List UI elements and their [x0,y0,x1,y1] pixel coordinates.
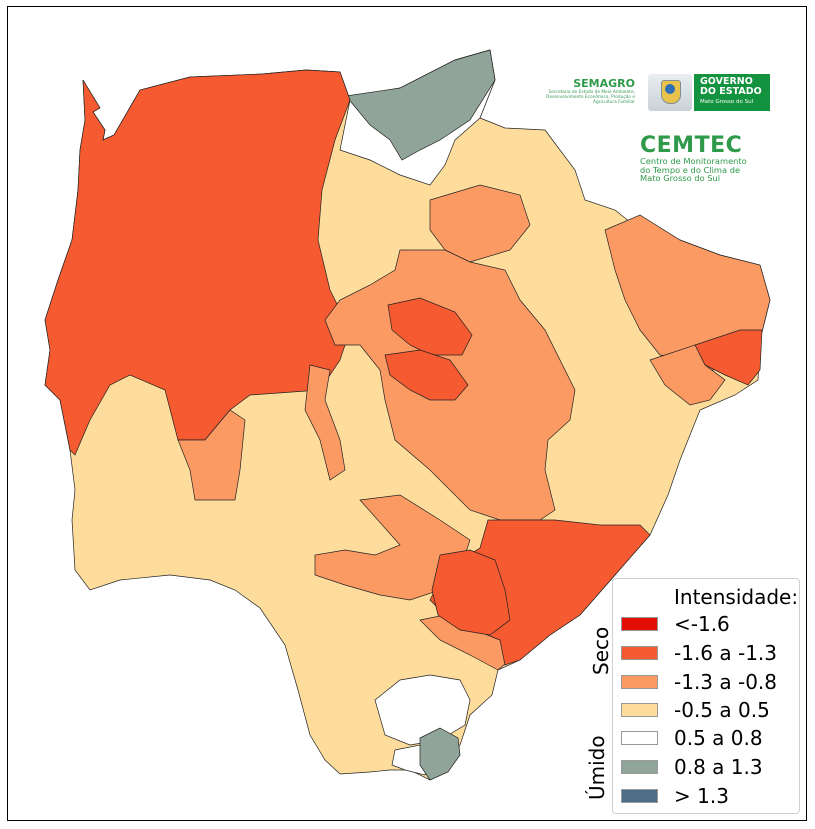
legend: Intensidade: <-1.6 -1.6 a -1.3 -1.3 a -0… [612,578,800,814]
legend-swatch [621,703,658,717]
cemtec-line3: Mato Grosso do Sul [640,173,721,183]
legend-swatch [621,646,658,660]
governo-logo: GOVERNO DO ESTADO Mato Grosso do Sul [648,74,770,111]
legend-label: 0.8 a 1.3 [674,755,763,779]
region-east-lightorange-2 [649,344,726,406]
crest-icon [648,74,692,111]
region-southeast-orange-inner [431,549,511,636]
legend-label: > 1.3 [674,784,729,808]
legend-swatch [621,789,658,803]
region-west-orange [44,69,351,456]
region-humid-north [345,49,496,161]
governo-line2: DO ESTADO [700,86,762,97]
cemtec-title: CEMTEC [640,133,743,158]
legend-label: <-1.6 [674,612,730,636]
legend-title: Intensidade: [674,585,799,609]
wet-label: Úmido [585,735,609,800]
legend-swatch [621,617,658,631]
governo-line1: GOVERNO [700,76,753,87]
semagro-subtitle: Secretaria de Estado de Meio Ambiente, D… [546,90,635,105]
region-south-wet [374,674,471,746]
cemtec-line1: Centro de Monitoramento [640,156,747,166]
cemtec-line2: do Tempo e do Clima de [640,164,741,175]
cemtec-logo: CEMTEC Centro de Monitoramento do Tempo … [640,135,747,183]
governo-band: GOVERNO DO ESTADO Mato Grosso do Sul [694,74,770,111]
region-west-lightorange-a [177,409,246,501]
region-south-humid [419,727,461,781]
legend-label: 0.5 a 0.8 [674,726,763,750]
region-south-lightorange [314,494,471,601]
region-central-orange-a [387,297,473,356]
region-east-orange [694,329,763,386]
legend-label: -1.6 a -1.3 [674,641,778,665]
semagro-title: SEMAGRO [573,77,635,90]
region-west-lightorange-b [304,364,346,481]
legend-label: -0.5 a 0.5 [674,698,770,722]
legend-swatch [621,731,658,745]
legend-swatch [621,675,658,689]
governo-line3: Mato Grosso do Sul [700,99,754,105]
semagro-logo: SEMAGRO Secretaria de Estado de Meio Amb… [543,77,635,106]
legend-swatch [621,760,658,774]
region-central-lightorange-1 [429,184,531,263]
dry-label: Seco [589,626,613,675]
legend-label: -1.3 a -0.8 [674,670,778,694]
region-central-orange-b [384,349,469,401]
